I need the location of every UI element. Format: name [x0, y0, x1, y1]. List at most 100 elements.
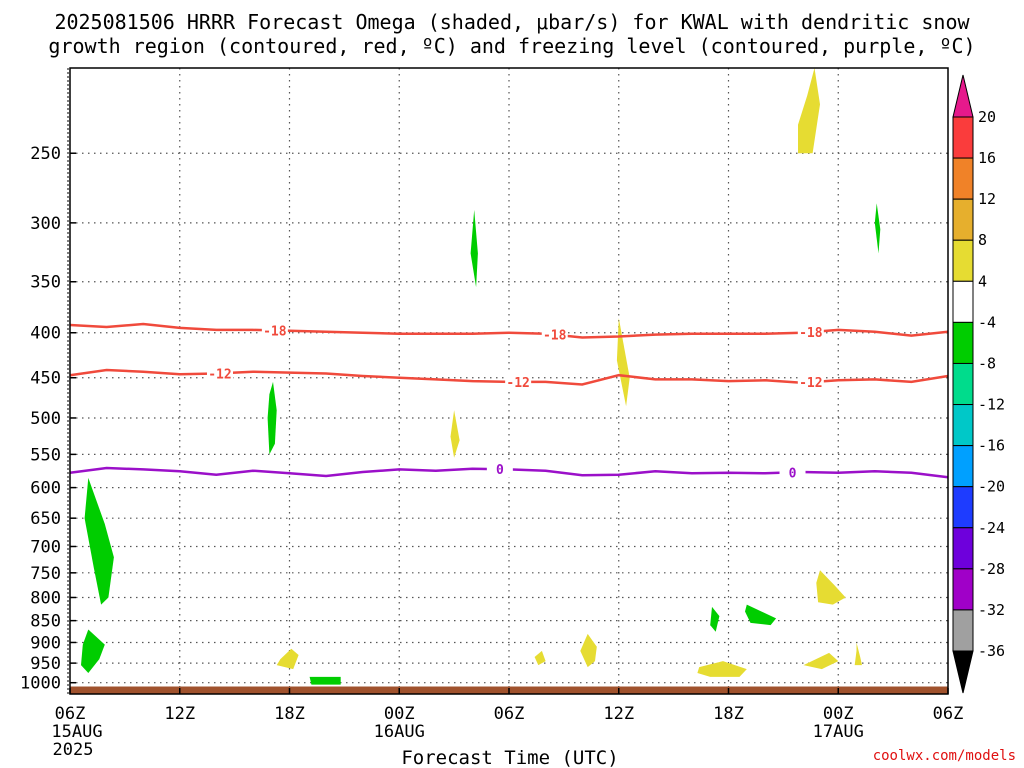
colorbar-bin: [952, 239, 974, 282]
colorbar-bin: [952, 280, 974, 323]
contour-label: -18: [263, 324, 287, 339]
y-tick-label: 900: [30, 633, 61, 653]
colorbar-over-arrow: [952, 74, 974, 118]
contour-label-bg: [779, 464, 806, 481]
colorbar-bin: [952, 445, 974, 488]
colorbar-bin: [952, 568, 974, 611]
y-tick-label: 950: [30, 654, 61, 674]
y-tick-label: 850: [30, 612, 61, 632]
omega-region: [745, 604, 777, 626]
omega-region: [854, 642, 862, 666]
x-tick-date-label: 16AUG: [374, 722, 425, 742]
omega-shading: [81, 68, 881, 685]
y-tick-label: 1000: [20, 674, 61, 694]
omega-region: [874, 203, 881, 254]
colorbar-label: 8: [978, 231, 987, 249]
x-tick-date-label: 15AUG: [51, 722, 102, 742]
x-tick-label: 00Z: [823, 704, 854, 724]
colorbar-label: 20: [978, 108, 996, 126]
x-tick-label: 06Z: [494, 704, 525, 724]
x-tick-date-label: 17AUG: [813, 722, 864, 742]
contour-label: 0: [496, 463, 504, 478]
x-tick-label: 12Z: [603, 704, 634, 724]
x-tick-label: 00Z: [384, 704, 415, 724]
axes: 2503003504004505005506006507007508008509…: [20, 67, 964, 760]
y-tick-label: 800: [30, 588, 61, 608]
colorbar-bin: [952, 362, 974, 406]
y-tick-label: 250: [30, 144, 61, 164]
colorbar-label: -12: [978, 396, 1005, 414]
colorbar-label: 12: [978, 190, 996, 208]
x-tick-year-label: 2025: [53, 740, 94, 760]
contour-label-bg: [486, 461, 513, 478]
y-tick-label: 500: [30, 409, 61, 429]
contour-label: -12: [506, 376, 529, 391]
omega-region: [267, 381, 277, 455]
y-tick-label: 750: [30, 564, 61, 584]
colorbar-label: -32: [978, 601, 1005, 619]
contour-label-bg: [797, 324, 824, 341]
colorbar-label: -20: [978, 478, 1005, 496]
temperature-contours: -18 -18 -18 -12 -12 -12 0 0: [69, 322, 949, 481]
contour-label-bg: [541, 326, 568, 343]
colorbar-bin: [952, 157, 974, 200]
x-tick-label: 18Z: [713, 704, 744, 724]
omega-region: [81, 629, 105, 673]
omega-region: [84, 477, 114, 605]
chart-title-line-2: growth region (contoured, red, ºC) and f…: [48, 34, 975, 58]
colorbar-bin: [952, 116, 974, 159]
omega-region: [816, 570, 846, 605]
omega-region: [803, 652, 839, 670]
credit-text: coolwx.com/models: [873, 748, 1016, 764]
omega-region: [276, 648, 299, 670]
contour-label: -18: [543, 329, 567, 344]
omega-region: [580, 633, 597, 668]
colorbar-bin: [952, 527, 974, 570]
colorbar-bin: [952, 321, 974, 364]
colorbar-label: 4: [978, 272, 987, 290]
colorbar: 20 16 12 8 4 -4 -8 -12 -16 -20 -24 -28 -32 -36: [952, 74, 1005, 694]
x-tick-label: 06Z: [933, 704, 964, 724]
y-tick-label: 450: [30, 369, 61, 389]
omega-region: [697, 661, 747, 677]
contour-label-bg: [797, 374, 824, 391]
chart-title-line-1: 2025081506 HRRR Forecast Omega (shaded, …: [54, 10, 970, 34]
y-tick-label: 350: [30, 273, 61, 293]
colorbar-label: -4: [978, 313, 996, 331]
y-tick-label: 700: [30, 537, 61, 557]
colorbar-label: -8: [978, 354, 996, 372]
colorbar-bin: [952, 404, 974, 447]
y-tick-label: 400: [30, 324, 61, 344]
y-tick-label: 550: [30, 445, 61, 465]
omega-region: [616, 318, 630, 407]
omega-region: [309, 676, 341, 685]
omega-region: [710, 606, 720, 632]
colorbar-bin: [952, 486, 974, 529]
colorbar-label: -24: [978, 519, 1005, 537]
x-tick-label: 06Z: [55, 704, 86, 724]
colorbar-bin: [952, 609, 974, 652]
colorbar-label: -28: [978, 560, 1005, 578]
contour-label: -12: [799, 376, 822, 391]
colorbar-under-arrow: [952, 650, 974, 694]
contour-label-bg: [261, 322, 288, 339]
omega-region: [470, 209, 478, 288]
y-tick-label: 300: [30, 214, 61, 234]
contour-label-bg: [206, 365, 233, 382]
colorbar-label: -36: [978, 642, 1005, 660]
colorbar-label: -16: [978, 437, 1005, 455]
omega-region: [534, 650, 546, 666]
omega-region: [798, 68, 820, 154]
contour-label: -18: [799, 326, 823, 341]
contour-label: 0: [789, 466, 797, 481]
y-tick-label: 600: [30, 479, 61, 499]
x-axis-title: Forecast Time (UTC): [401, 747, 618, 768]
colorbar-label: 16: [978, 149, 996, 167]
x-tick-label: 12Z: [164, 704, 195, 724]
colorbar-bin: [952, 198, 974, 241]
contour-label: -12: [208, 367, 231, 382]
x-tick-label: 18Z: [274, 704, 305, 724]
omega-region: [450, 410, 460, 458]
contour-label-bg: [505, 373, 532, 390]
